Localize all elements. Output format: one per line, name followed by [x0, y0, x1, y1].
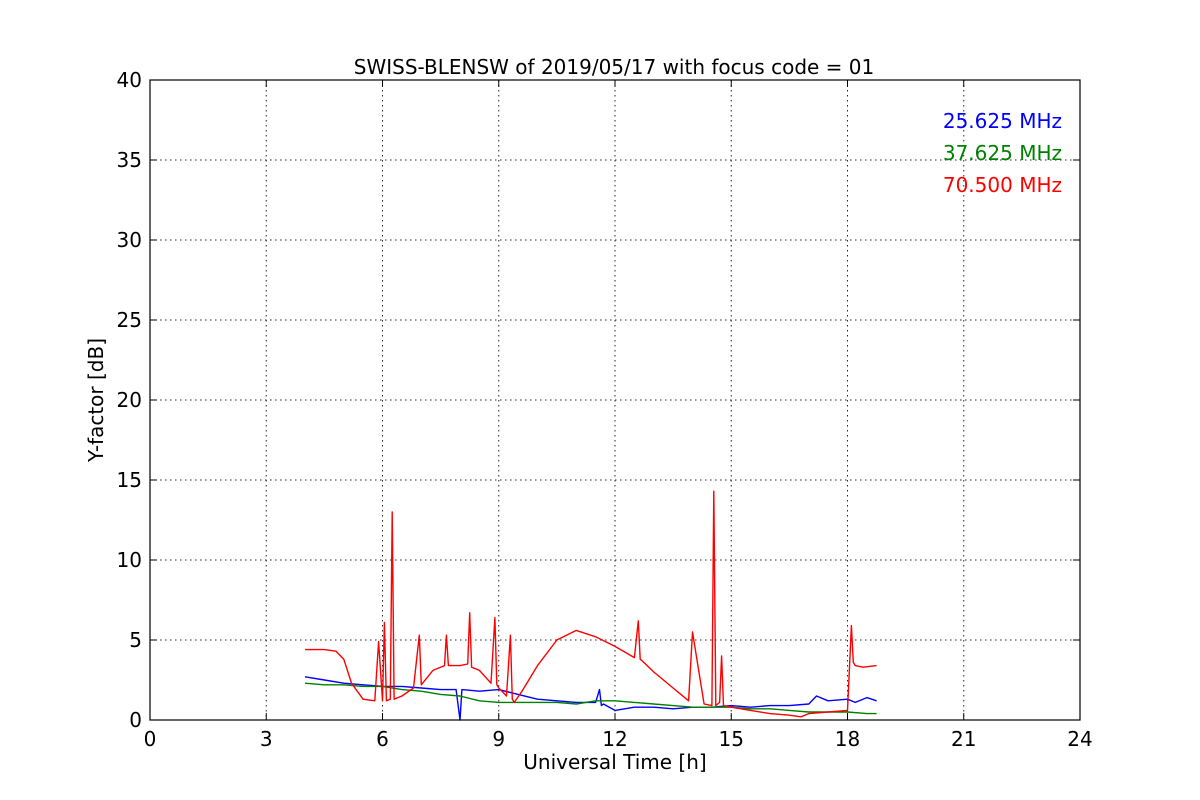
y-tick-label: 10 [117, 548, 142, 572]
grid-layer [150, 80, 1080, 720]
legend-entry-2: 37.625 MHz [943, 141, 1062, 165]
y-tick-label: 5 [129, 628, 142, 652]
series-line-3 [305, 490, 877, 718]
y-tick-label: 30 [117, 228, 142, 252]
y-tick-label: 15 [117, 468, 142, 492]
x-tick-label: 21 [951, 727, 976, 751]
x-tick-label: 24 [1067, 727, 1092, 751]
legend-entry-3: 70.500 MHz [943, 173, 1062, 197]
x-tick-label: 6 [376, 727, 389, 751]
series-line-1 [304, 676, 877, 721]
series-line-2 [304, 682, 877, 715]
y-tick-label: 25 [117, 308, 142, 332]
y-tick-label: 0 [129, 708, 142, 732]
legend: 25.625 MHz 37.625 MHz 70.500 MHz [943, 109, 1062, 197]
x-tick-label: 0 [144, 727, 157, 751]
x-tick-label: 12 [602, 727, 627, 751]
x-tick-label: 18 [835, 727, 860, 751]
y-tick-label: 40 [117, 68, 142, 92]
x-tick-label: 9 [492, 727, 505, 751]
y-axis-label: Y-factor [dB] [84, 338, 108, 463]
chart-title: SWISS-BLENSW of 2019/05/17 with focus co… [354, 55, 875, 79]
y-tick-label: 20 [117, 388, 142, 412]
y-tick-label: 35 [117, 148, 142, 172]
series-layer [304, 490, 877, 721]
x-tick-label: 3 [260, 727, 273, 751]
legend-entry-1: 25.625 MHz [943, 109, 1062, 133]
x-tick-label: 15 [719, 727, 744, 751]
tick-layer: 0 3 6 9 12 15 18 21 24 0 5 10 15 20 25 30 35 40 [117, 68, 1093, 751]
x-axis-label: Universal Time [h] [523, 750, 706, 774]
